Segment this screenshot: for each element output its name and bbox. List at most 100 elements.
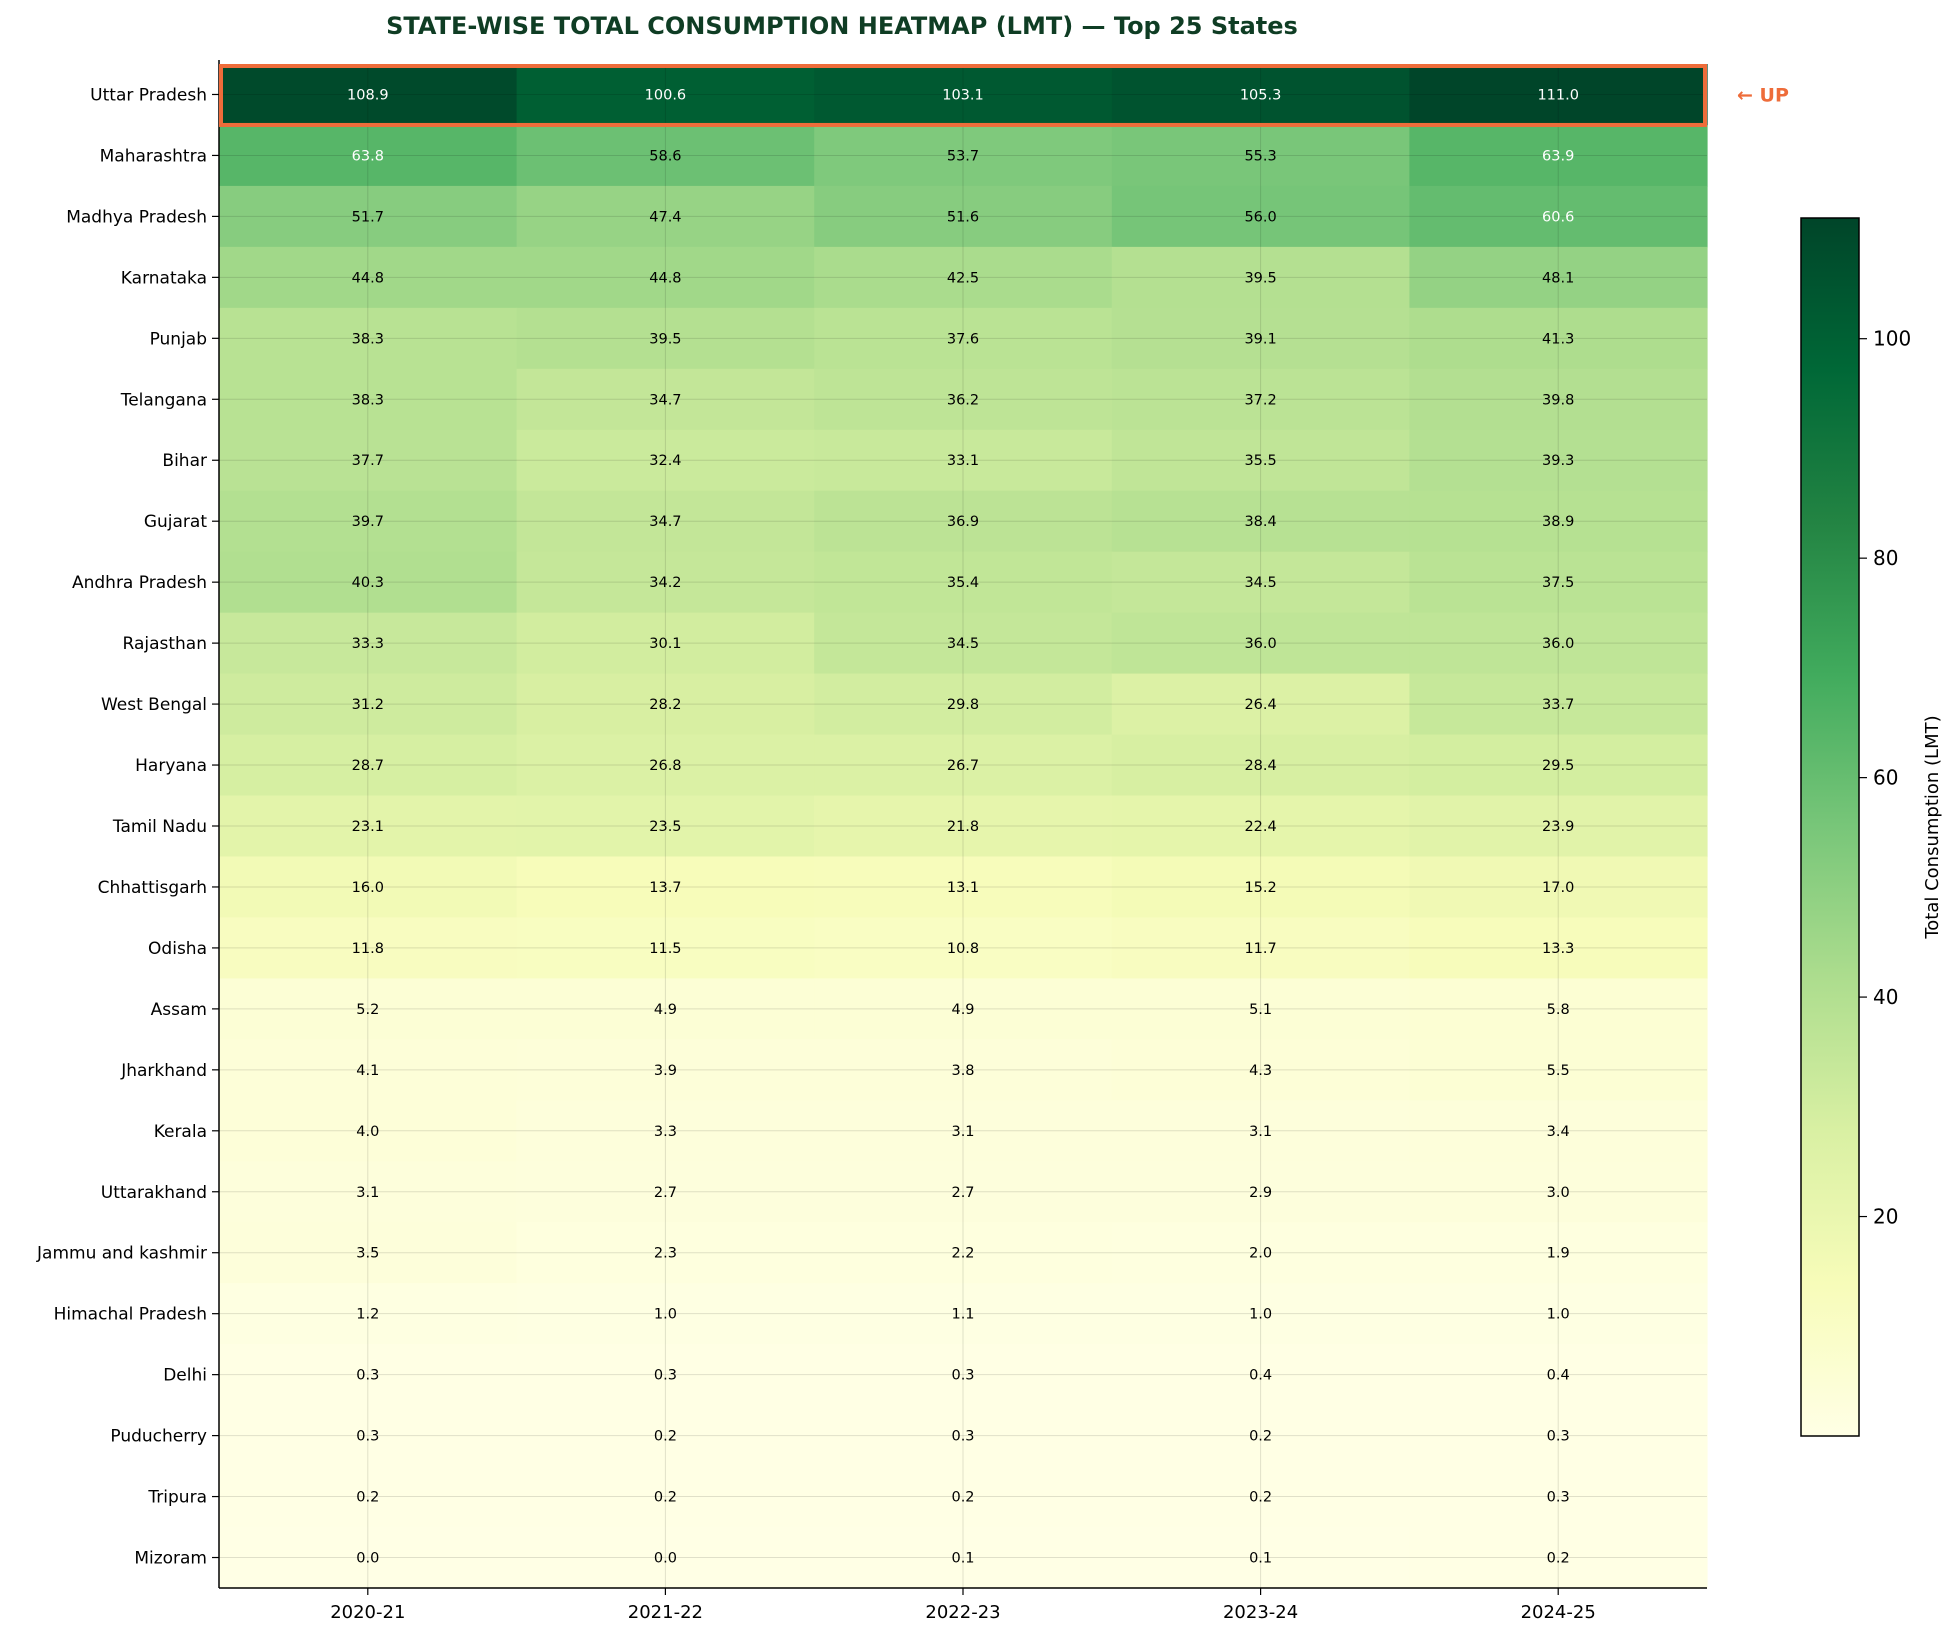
heatmap-cell (219, 1405, 518, 1467)
cell-value-label: 3.9 (654, 1063, 677, 1079)
cell-value-label: 29.5 (1542, 758, 1574, 774)
cell-value-label: 36.2 (947, 392, 979, 408)
y-tick-label: Mizoram (134, 1549, 207, 1569)
cell-value-label: 11.7 (1244, 941, 1276, 957)
x-tick-label: 2022-23 (925, 1602, 1000, 1623)
heatmap-cell (219, 612, 518, 675)
heatmap-cell (814, 795, 1113, 858)
y-tick-label: Kerala (154, 1122, 207, 1142)
heatmap-cell (814, 1405, 1113, 1467)
y-tick-label: Uttar Pradesh (90, 85, 207, 105)
cell-value-label: 58.6 (649, 148, 681, 164)
heatmap-cell (1111, 551, 1410, 614)
heatmap-cell (516, 124, 815, 187)
y-tick-label: Uttarakhand (101, 1183, 207, 1203)
heatmap-cell (516, 1100, 815, 1162)
heatmap-cell (516, 612, 815, 675)
heatmap-cell (516, 1527, 815, 1589)
cell-value-label: 38.3 (352, 331, 384, 347)
heatmap-cell (516, 185, 815, 248)
cell-value-label: 34.5 (1244, 575, 1276, 591)
cell-value-label: 2.7 (654, 1185, 677, 1201)
cell-value-label: 105.3 (1240, 87, 1282, 103)
cell-value-label: 5.8 (1547, 1002, 1570, 1018)
y-tick-label: Madhya Pradesh (66, 207, 207, 227)
colorbar: 20 40 60 80 100 Total Consumption (LMT) (1800, 217, 1943, 1437)
cell-value-label: 15.2 (1244, 880, 1276, 896)
cell-value-label: 0.2 (356, 1490, 379, 1506)
heatmap-cell (516, 551, 815, 614)
cell-value-label: 103.1 (942, 87, 984, 103)
cell-value-label: 28.2 (649, 697, 681, 713)
cell-value-label: 36.9 (947, 514, 979, 530)
heatmap-cell (1409, 1222, 1708, 1284)
cell-value-label: 34.7 (649, 392, 681, 408)
cell-value-label: 5.5 (1547, 1063, 1570, 1079)
cell-value-label: 37.7 (352, 453, 384, 469)
cell-value-label: 55.3 (1244, 148, 1276, 164)
cell-value-label: 35.4 (947, 575, 979, 591)
y-tick-label: Rajasthan (123, 634, 208, 654)
heatmap-cell (814, 673, 1113, 736)
y-tick-label: Andhra Pradesh (72, 573, 207, 593)
heatmap-cell (814, 734, 1113, 797)
heatmap-cell (1409, 124, 1708, 187)
heatmap-cell (1409, 978, 1708, 1040)
cell-value-label: 32.4 (649, 453, 681, 469)
cell-value-label: 48.1 (1542, 270, 1574, 286)
cell-value-label: 44.8 (649, 270, 681, 286)
heatmap-cell (1409, 185, 1708, 248)
y-tick-label: Gujarat (144, 512, 207, 532)
cell-value-label: 33.1 (947, 453, 979, 469)
cell-value-label: 100.6 (645, 87, 687, 103)
cell-value-label: 4.1 (356, 1063, 379, 1079)
cell-value-label: 108.9 (347, 87, 389, 103)
cell-value-label: 17.0 (1542, 880, 1574, 896)
x-tick-label: 2020-21 (330, 1602, 405, 1623)
cell-value-label: 3.1 (356, 1185, 379, 1201)
cell-value-label: 41.3 (1542, 331, 1574, 347)
cell-value-label: 0.3 (356, 1429, 379, 1445)
cell-value-label: 37.5 (1542, 575, 1574, 591)
x-axis-ticks: 2020-21 2021-22 2022-23 2023-24 2024-25 (330, 1588, 1596, 1623)
cell-value-label: 33.7 (1542, 697, 1574, 713)
cell-value-label: 37.2 (1244, 392, 1276, 408)
heatmap-cell (814, 1222, 1113, 1284)
heatmap-cell (516, 1466, 815, 1528)
heatmap-cell (1409, 429, 1708, 492)
heatmap-cell (1409, 368, 1708, 431)
heatmap-cell (814, 1466, 1113, 1528)
heatmap-cell (814, 64, 1113, 126)
heatmap-cell (516, 673, 815, 736)
y-tick-label: Tripura (147, 1488, 207, 1508)
cell-value-label: 16.0 (352, 880, 384, 896)
heatmap-cell (1111, 734, 1410, 797)
heatmap-cell (219, 1527, 518, 1589)
heatmap-cell (516, 978, 815, 1040)
cell-value-label: 28.7 (352, 758, 384, 774)
heatmap-cell (219, 1222, 518, 1284)
heatmap-cell (219, 917, 518, 979)
cell-value-label: 39.1 (1244, 331, 1276, 347)
cell-value-label: 39.7 (352, 514, 384, 530)
heatmap-cell (1111, 429, 1410, 492)
colorbar-tick-label: 80 (1873, 546, 1898, 570)
colorbar-tick-label: 100 (1873, 327, 1911, 351)
y-tick-label: Haryana (135, 756, 207, 776)
heatmap-cell (814, 856, 1113, 919)
heatmap-cell (516, 246, 815, 309)
cell-value-label: 63.8 (352, 148, 384, 164)
y-tick-label: Bihar (162, 451, 207, 471)
cell-value-label: 111.0 (1537, 87, 1579, 103)
heatmap-cell (1409, 673, 1708, 736)
heatmap-cell (516, 795, 815, 858)
heatmap-cell (1111, 1527, 1410, 1589)
heatmap-cell (1111, 1283, 1410, 1345)
colorbar-ticks: 20 40 60 80 100 (1859, 327, 1911, 1229)
heatmap-cell (1409, 1283, 1708, 1345)
cell-value-label: 1.1 (951, 1307, 974, 1323)
heatmap-cell (814, 368, 1113, 431)
cell-value-label: 1.2 (356, 1307, 379, 1323)
heatmap-cell (516, 1405, 815, 1467)
heatmap-cell (516, 368, 815, 431)
